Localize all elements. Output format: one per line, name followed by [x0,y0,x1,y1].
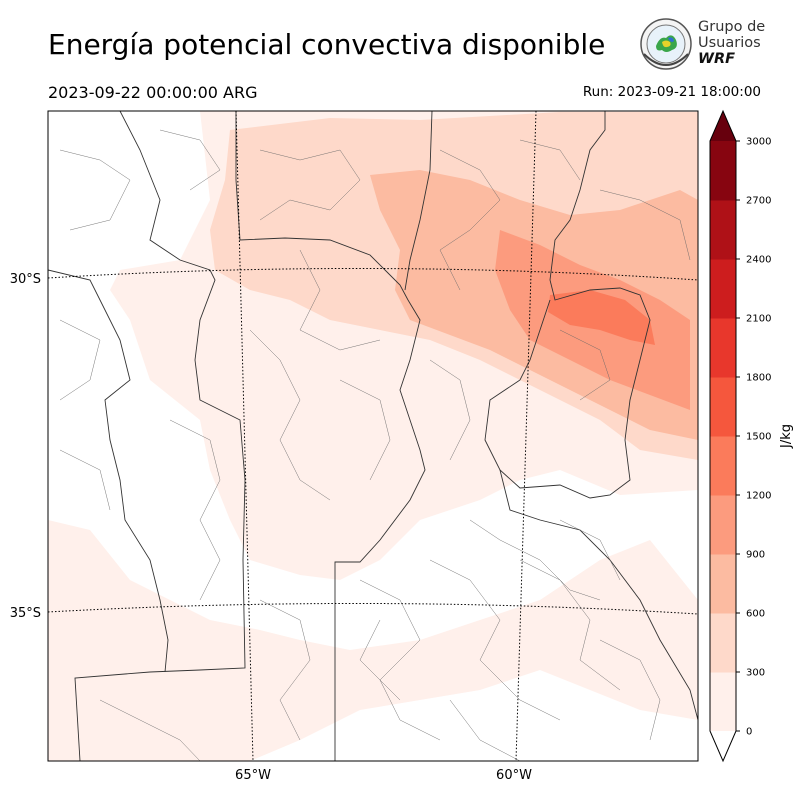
valid-time: 2023-09-22 00:00:00 ARG [48,83,258,102]
colorbar-tick-label: 600 [746,609,765,620]
cape-shading [48,111,698,761]
colorbar-extend-max [710,111,736,141]
parallel-35s [48,602,698,615]
colorbar-segment [710,259,736,319]
department-boundaries [59,129,691,761]
colorbar-label: J/kg [779,424,794,449]
colorbar-tick-label: 2100 [746,314,771,325]
cape-level-0-300-south [48,520,698,761]
logo-line-1: Grupo de [698,19,766,35]
colorbar-segment [710,554,736,614]
colorbar-extend-min [710,731,736,761]
colorbar-segment [710,672,736,732]
lon-label-60w: 60°W [496,768,532,783]
colorbar: 0 300 600 900 1200 1500 1800 2100 2400 2700 3000 [709,109,771,763]
map-frame [47,110,699,762]
lon-label-65w: 65°W [235,768,271,783]
wrf-users-group-logo: Grupo de Usuarios WRF [638,16,768,72]
colorbar-segment [710,613,736,673]
colorbar-segment [710,318,736,378]
graticule [48,111,698,761]
run-time: Run: 2023-09-21 18:00:00 [582,84,761,100]
colorbar-tick-label: 2400 [746,255,771,266]
cape-level-1200-1500 [548,290,655,345]
colorbar-tick-label: 1500 [746,432,771,443]
colorbar-tick-label: 1200 [746,491,771,502]
lat-label-30s: 30°S [10,272,41,287]
colorbar-tick-label: 2700 [746,196,771,207]
colorbar-tick-label: 900 [746,550,765,561]
colorbar-segment [710,495,736,555]
logo-text: Grupo de Usuarios WRF [698,19,765,67]
logo-globe-icon [640,18,692,70]
colorbar-segment [710,200,736,260]
lat-label-35s: 35°S [10,606,41,621]
province-boundaries [48,111,698,761]
colorbar-tick-label: 0 [746,727,752,738]
colorbar-tick-label: 300 [746,668,765,679]
logo-line-2: Usuarios [698,35,761,51]
map-title: Energía potencial convectiva disponible [48,28,606,61]
colorbar-tick-label: 3000 [746,137,771,148]
colorbar-segment [710,436,736,496]
colorbar-segment [710,141,736,201]
logo-line-3: WRF [698,51,736,67]
parallel-30s [48,267,698,281]
colorbar-tick-label: 1800 [746,373,771,384]
colorbar-segment [710,377,736,437]
